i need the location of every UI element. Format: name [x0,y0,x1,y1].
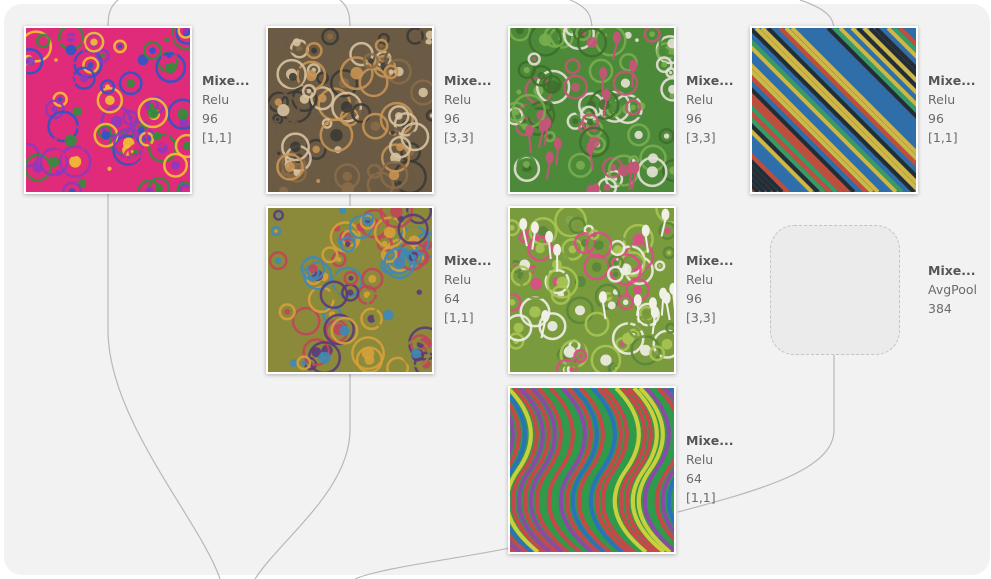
node-name: Mixe... [686,73,734,88]
texture-image [510,28,674,192]
feature-visualization-tile[interactable] [508,206,676,374]
feature-visualization-tile[interactable] [750,26,918,194]
node-name: Mixe... [928,73,976,88]
node-channels: 96 [202,111,218,126]
node-label: Mixe... Relu 96 [3,3] [686,71,734,147]
node-activation: Relu [686,272,714,287]
node-label: Mixe... Relu 96 [3,3] [444,71,492,147]
texture-image [510,388,674,552]
node-label: Mixe... Relu 96 [1,1] [202,71,250,147]
node-activation: Relu [444,272,472,287]
avgpool-placeholder[interactable] [770,225,900,355]
node-name: Mixe... [686,253,734,268]
node-name: Mixe... [444,253,492,268]
node-name: Mixe... [202,73,250,88]
node-activation: AvgPool [928,282,978,297]
node-channels: 384 [928,301,952,316]
node-activation: Relu [444,92,472,107]
texture-image [268,208,432,372]
node-kernel: [1,1] [928,130,958,145]
node-activation: Relu [928,92,956,107]
node-name: Mixe... [686,433,734,448]
feature-visualization-tile[interactable] [24,26,192,194]
node-name: Mixe... [444,73,492,88]
node-kernel: [1,1] [686,490,716,505]
feature-visualization-tile[interactable] [266,206,434,374]
node-channels: 96 [444,111,460,126]
feature-visualization-tile[interactable] [508,386,676,554]
node-channels: 96 [686,291,702,306]
feature-visualization-tile[interactable] [266,26,434,194]
node-label: Mixe... Relu 64 [1,1] [686,431,734,507]
node-channels: 96 [928,111,944,126]
texture-image [752,28,916,192]
node-activation: Relu [686,452,714,467]
feature-visualization-tile[interactable] [508,26,676,194]
node-channels: 64 [444,291,460,306]
texture-image [510,208,674,372]
node-channels: 96 [686,111,702,126]
node-activation: Relu [686,92,714,107]
node-kernel: [3,3] [686,130,716,145]
texture-image [26,28,190,192]
node-kernel: [1,1] [202,130,232,145]
node-label: Mixe... Relu 96 [1,1] [928,71,976,147]
node-kernel: [3,3] [686,310,716,325]
node-kernel: [3,3] [444,130,474,145]
node-activation: Relu [202,92,230,107]
node-kernel: [1,1] [444,310,474,325]
node-channels: 64 [686,471,702,486]
node-label: Mixe... AvgPool 384 [928,261,977,318]
node-label: Mixe... Relu 96 [3,3] [686,251,734,327]
node-label: Mixe... Relu 64 [1,1] [444,251,492,327]
node-name: Mixe... [928,263,976,278]
texture-image [268,28,432,192]
